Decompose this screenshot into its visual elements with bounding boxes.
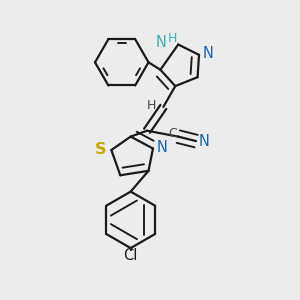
Text: C: C bbox=[168, 127, 177, 140]
Text: N: N bbox=[156, 35, 167, 50]
Text: N: N bbox=[157, 140, 167, 155]
Text: Cl: Cl bbox=[124, 248, 138, 263]
Text: S: S bbox=[94, 142, 106, 157]
Text: H: H bbox=[147, 99, 156, 112]
Text: N: N bbox=[199, 134, 210, 148]
Text: N: N bbox=[202, 46, 214, 62]
Text: H: H bbox=[167, 32, 177, 45]
